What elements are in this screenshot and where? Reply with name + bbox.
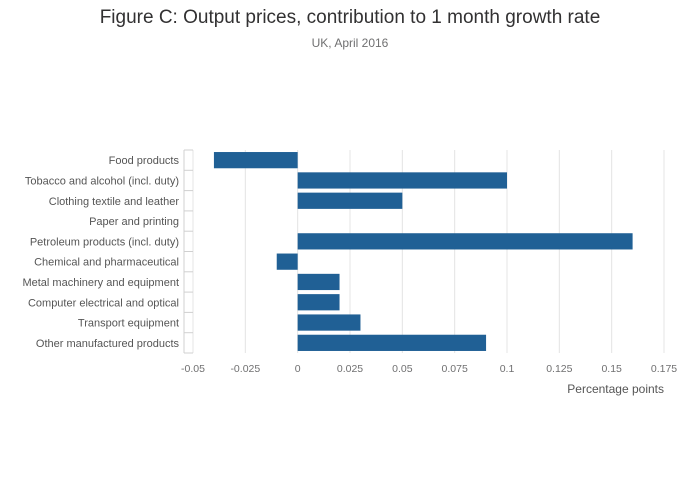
chart-subtitle: UK, April 2016: [311, 36, 389, 50]
category-label: Chemical and pharmaceutical: [34, 257, 179, 269]
category-label: Computer electrical and optical: [28, 297, 179, 309]
bars: [213, 152, 633, 351]
category-label: Clothing textile and leather: [49, 196, 180, 208]
bar: [297, 192, 403, 209]
x-tick-label: 0.15: [601, 363, 622, 375]
category-ticks: [183, 149, 193, 354]
x-tick-label: 0.125: [546, 363, 572, 375]
category-label: Other manufactured products: [36, 338, 180, 350]
x-tick-label: 0.1: [500, 363, 515, 375]
category-label: Petroleum products (incl. duty): [30, 236, 179, 248]
bar: [297, 314, 361, 331]
chart-title: Figure C: Output prices, contribution to…: [99, 7, 601, 28]
bar: [297, 172, 507, 189]
bar: [297, 233, 633, 250]
category-label: Paper and printing: [89, 216, 179, 228]
category-label: Metal machinery and equipment: [22, 277, 179, 289]
x-tick-label: 0.175: [651, 363, 677, 375]
bar: [297, 273, 340, 291]
category-label: Tobacco and alcohol (incl. duty): [25, 175, 179, 187]
x-tick-label: 0.075: [442, 363, 468, 375]
bar: [297, 294, 340, 311]
x-tick-label: 0.05: [392, 363, 413, 375]
x-tick-label: 0: [295, 363, 301, 375]
category-label: Food products: [109, 155, 180, 167]
bar: [297, 334, 487, 351]
bar: [276, 253, 298, 270]
bar: [213, 152, 298, 169]
x-tick-label: -0.05: [181, 363, 205, 375]
x-tick-labels: -0.05 -0.025 0 0.025 0.05 0.075 0.1 0.125 0.15 0.…: [181, 363, 677, 375]
category-label: Transport equipment: [78, 318, 179, 330]
category-labels: Food products Tobacco and alcohol (incl. …: [22, 155, 179, 350]
x-tick-label: -0.025: [230, 363, 260, 375]
x-tick-label: 0.025: [337, 363, 363, 375]
x-axis-title: Percentage points: [567, 382, 664, 396]
